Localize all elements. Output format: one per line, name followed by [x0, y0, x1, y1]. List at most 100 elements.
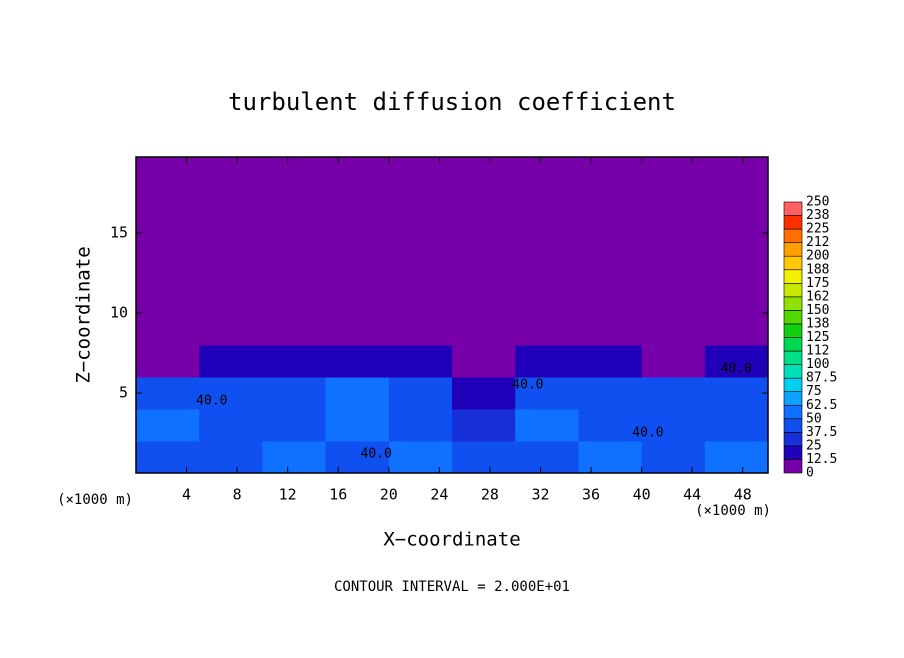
colorbar-box — [783, 350, 803, 365]
y-tick-label: 5 — [119, 384, 128, 402]
field-cell — [452, 249, 516, 282]
field-cell — [262, 377, 327, 410]
field-cell — [578, 313, 643, 346]
colorbar-box — [783, 391, 803, 406]
field-cell — [578, 377, 643, 410]
field-cell — [262, 157, 327, 186]
colorbar-box — [783, 296, 803, 311]
field-cell — [325, 409, 390, 442]
field-cell — [515, 441, 579, 474]
field-cell — [325, 281, 390, 314]
field-cell — [578, 185, 643, 218]
x-tick-label: 40 — [633, 486, 651, 504]
contour-label: 40.0 — [721, 362, 752, 377]
colorbar-box — [783, 337, 803, 352]
field-cell — [262, 409, 327, 442]
field-cell — [452, 185, 516, 218]
field-cell — [262, 185, 327, 218]
colorbar-box — [783, 282, 803, 298]
field-cell — [136, 249, 200, 282]
field-cell — [199, 249, 263, 282]
field-cell — [325, 377, 390, 410]
field-cell — [388, 409, 453, 442]
colorbar-box — [783, 323, 803, 338]
colorbar-box — [783, 404, 803, 420]
colorbar-label: 125 — [806, 330, 829, 345]
field-cell — [388, 377, 453, 410]
field-cell — [641, 441, 706, 474]
x-tick-label: 12 — [279, 486, 297, 504]
field-cell — [515, 377, 579, 410]
field-cell — [388, 281, 453, 314]
colorbar-label: 150 — [806, 303, 829, 318]
field-cell — [704, 409, 769, 442]
colorbar-label: 12.5 — [806, 452, 837, 467]
colorbar-box — [783, 310, 803, 325]
colorbar-label: 0 — [806, 466, 814, 481]
colorbar-label: 138 — [806, 316, 829, 331]
field-cell — [515, 409, 579, 442]
field-cell — [641, 217, 706, 250]
field-cell — [578, 217, 643, 250]
field-cell — [136, 441, 200, 474]
field-cell — [704, 217, 769, 250]
field-cell — [136, 157, 200, 186]
field-cell — [136, 281, 200, 314]
x-tick-label: 48 — [734, 486, 752, 504]
field-cell — [452, 441, 516, 474]
field-cell — [704, 441, 769, 474]
field-cell — [515, 157, 579, 186]
field-cell — [704, 157, 769, 186]
colorbar-label: 175 — [806, 276, 829, 291]
field-cell — [578, 345, 643, 378]
field-cell — [388, 185, 453, 218]
field-cell — [199, 377, 263, 410]
field-cell — [452, 281, 516, 314]
field-cell — [325, 217, 390, 250]
colorbar-label: 37.5 — [806, 425, 837, 440]
field-cell — [515, 313, 579, 346]
x-tick-label: 8 — [233, 486, 242, 504]
field-cell — [452, 409, 516, 442]
colorbar-box — [783, 377, 803, 392]
field-cell — [515, 281, 579, 314]
field-cell — [578, 249, 643, 282]
field-cell — [136, 217, 200, 250]
colorbar-box — [783, 459, 803, 474]
colorbar-label: 238 — [806, 208, 829, 223]
field-cell — [704, 313, 769, 346]
colorbar-label: 112 — [806, 344, 829, 359]
field-cell — [452, 377, 516, 410]
field-cell — [325, 313, 390, 346]
colorbar-box — [783, 445, 803, 460]
field-cell — [515, 185, 579, 218]
x-tick-label: 28 — [481, 486, 499, 504]
field-cell — [641, 249, 706, 282]
x-unit-right: (×1000 m) — [695, 503, 771, 519]
field-cell — [325, 441, 390, 474]
colorbar-label: 87.5 — [806, 371, 837, 386]
contour-label: 40.0 — [632, 426, 663, 441]
field-cell — [262, 217, 327, 250]
field-cell — [199, 345, 263, 378]
field-cell — [704, 249, 769, 282]
field-cell — [704, 377, 769, 410]
field-cell — [199, 281, 263, 314]
contour-label: 40.0 — [196, 394, 227, 409]
y-tick-label: 15 — [110, 224, 128, 242]
field-cell — [325, 345, 390, 378]
x-tick-label: 24 — [430, 486, 448, 504]
field-cell — [704, 185, 769, 218]
contour-label: 40.0 — [512, 378, 543, 393]
x-tick-label: 44 — [683, 486, 701, 504]
field-cell — [388, 345, 453, 378]
field-cell — [262, 281, 327, 314]
field-cell — [136, 377, 200, 410]
colorbar-label: 50 — [806, 411, 822, 426]
footer: CONTOUR INTERVAL = 2.000E+01 — [334, 579, 570, 595]
field-cell — [388, 157, 453, 186]
y-axis-label: Z−coordinate — [73, 246, 95, 383]
field-cell — [515, 217, 579, 250]
y-tick-label: 10 — [110, 304, 128, 322]
